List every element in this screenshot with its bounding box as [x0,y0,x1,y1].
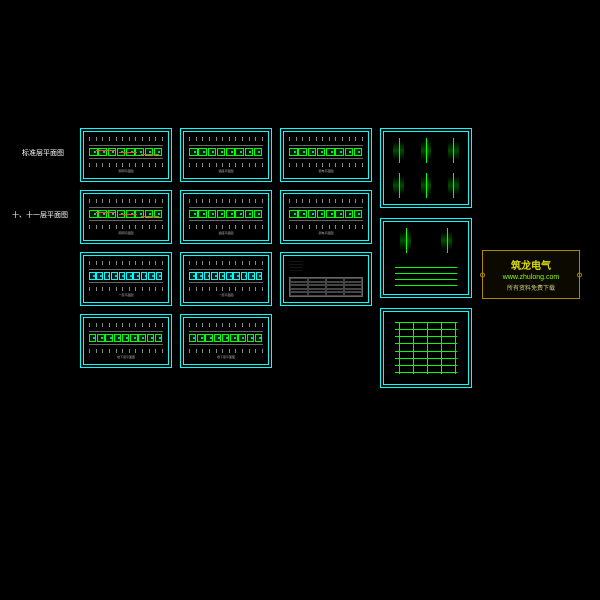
drawing-sheet[interactable]: 一层平面图 [80,252,172,306]
watermark-subtitle: 所有资料免费下载 [493,283,569,292]
drawing-sheet[interactable]: 插座平面图 [180,190,272,244]
sheet-title: 一层平面图 [189,293,263,297]
sheet-title: 弱电平面图 [289,231,363,235]
drawing-sheet[interactable]: 照明平面图 [80,190,172,244]
detail-sheet[interactable] [380,308,472,388]
sheet-title: 照明平面图 [89,231,163,235]
sheet-title: 插座平面图 [189,169,263,173]
drawing-sheet[interactable]: 弱电平面图 [280,190,372,244]
sheet-title: 照明平面图 [89,169,163,173]
drawing-sheet[interactable]: ———————————————————————————— [280,252,372,306]
drawing-sheet[interactable]: 插座平面图 [180,128,272,182]
detail-sheet[interactable] [380,128,472,208]
detail-sheet[interactable] [380,218,472,298]
drawing-sheet[interactable]: 一层平面图 [180,252,272,306]
sheet-title: 插座平面图 [189,231,263,235]
drawing-sheet[interactable]: 弱电平面图 [280,128,372,182]
watermark-badge: 筑龙电气 www.zhulong.com 所有资料免费下载 [482,250,580,299]
drawing-sheet[interactable]: 地下层平面图 [80,314,172,368]
sheet-title: 一层平面图 [89,293,163,297]
cad-sheet-index: 标准层平面图十、十一层平面图照明平面图插座平面图弱电平面图照明平面图插座平面图弱… [0,0,600,600]
sheet-title: 弱电平面图 [289,169,363,173]
drawing-sheet[interactable]: 照明平面图 [80,128,172,182]
sheet-title: 地下层平面图 [89,355,163,359]
drawing-sheet[interactable]: 地下层平面图 [180,314,272,368]
watermark-url: www.zhulong.com [493,274,569,281]
row-label: 标准层平面图 [22,148,64,158]
row-label: 十、十一层平面图 [12,210,68,220]
watermark-title: 筑龙电气 [493,257,569,272]
sheet-title: 地下层平面图 [189,355,263,359]
